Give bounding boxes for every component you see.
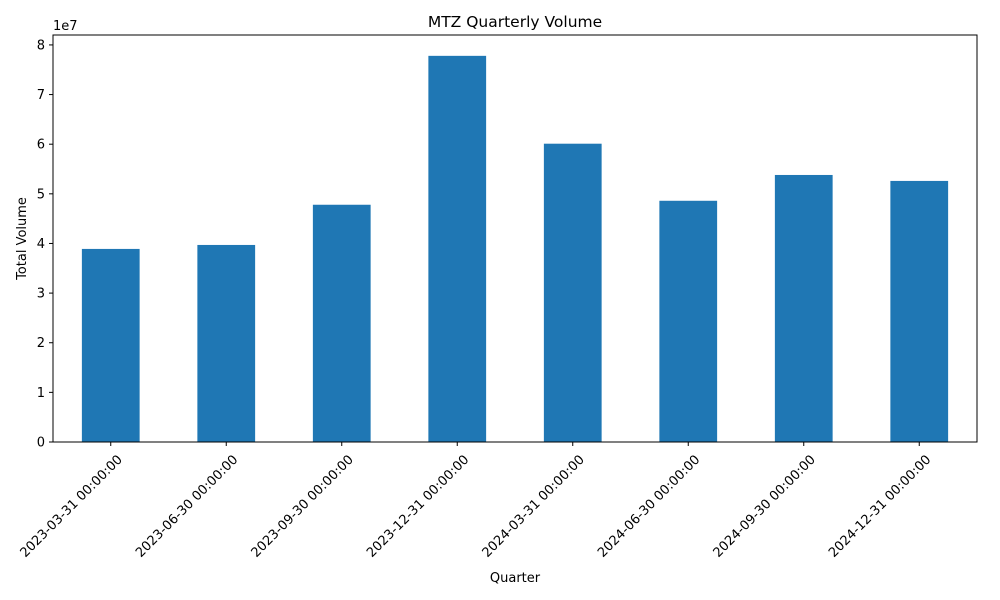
plot-frame: [52, 34, 978, 443]
y-tick-label: 2: [37, 336, 45, 351]
bar-1: [81, 248, 140, 442]
bar-3: [312, 204, 371, 442]
bar-6: [659, 200, 718, 442]
y-tick-label: 6: [37, 138, 45, 153]
y-tick-label: 3: [37, 287, 45, 302]
bar-7: [774, 174, 833, 442]
y-tick-label: 1: [37, 386, 45, 401]
y-axis-ticks: 0 1 2 3 4 5 6 7 8: [37, 38, 53, 451]
chart-title: MTZ Quarterly Volume: [428, 13, 602, 31]
y-tick-label: 0: [37, 436, 45, 451]
bar-5: [543, 143, 602, 442]
y-tick-label: 7: [37, 88, 45, 103]
bar-8: [890, 180, 949, 443]
bars-layer: [81, 55, 949, 443]
y-axis-label: Total Volume: [15, 197, 30, 281]
y-tick-label: 5: [37, 187, 45, 202]
bar-2: [197, 244, 256, 442]
y-tick-label: 8: [37, 38, 45, 53]
y-tick-label: 4: [37, 237, 45, 252]
y-axis-offset-label: 1e7: [53, 19, 78, 34]
x-axis-label: Quarter: [490, 571, 541, 586]
bar-4: [428, 55, 487, 442]
